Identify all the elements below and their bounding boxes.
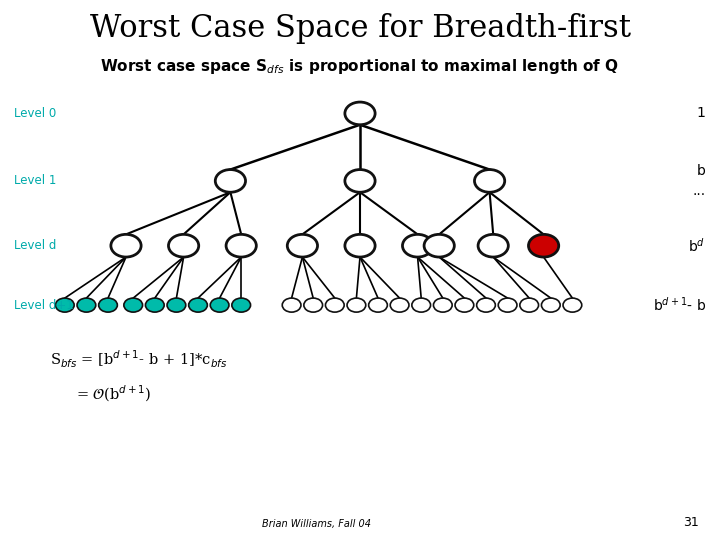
Circle shape	[145, 298, 164, 312]
Text: Level 0: Level 0	[14, 107, 57, 120]
Circle shape	[189, 298, 207, 312]
Circle shape	[77, 298, 96, 312]
Circle shape	[287, 234, 318, 257]
Circle shape	[424, 234, 454, 257]
Circle shape	[347, 298, 366, 312]
Circle shape	[402, 234, 433, 257]
Text: b$^{d+1}$- b: b$^{d+1}$- b	[652, 296, 706, 314]
Circle shape	[345, 234, 375, 257]
Circle shape	[541, 298, 560, 312]
Text: Brian Williams, Fall 04: Brian Williams, Fall 04	[262, 519, 372, 529]
Circle shape	[210, 298, 229, 312]
Text: Worst case space S$_{dfs}$ is proportional to maximal length of Q: Worst case space S$_{dfs}$ is proportion…	[100, 57, 620, 76]
Circle shape	[282, 298, 301, 312]
Circle shape	[325, 298, 344, 312]
Circle shape	[167, 298, 186, 312]
Circle shape	[474, 170, 505, 192]
Circle shape	[369, 298, 387, 312]
Circle shape	[563, 298, 582, 312]
Circle shape	[520, 298, 539, 312]
Text: b: b	[697, 164, 706, 178]
Circle shape	[528, 234, 559, 257]
Circle shape	[168, 234, 199, 257]
Circle shape	[304, 298, 323, 312]
Circle shape	[412, 298, 431, 312]
Circle shape	[232, 298, 251, 312]
Text: = $\mathcal{O}$(b$^{d+1}$): = $\mathcal{O}$(b$^{d+1}$)	[76, 383, 151, 404]
Circle shape	[226, 234, 256, 257]
Circle shape	[498, 298, 517, 312]
Circle shape	[124, 298, 143, 312]
Text: S$_{bfs}$ = [b$^{d+1}$- b + 1]*c$_{bfs}$: S$_{bfs}$ = [b$^{d+1}$- b + 1]*c$_{bfs}$	[50, 348, 228, 370]
Text: 31: 31	[683, 516, 698, 529]
Text: ...: ...	[693, 184, 706, 198]
Circle shape	[345, 102, 375, 125]
Circle shape	[345, 170, 375, 192]
Text: Level d: Level d	[14, 239, 57, 252]
Text: Worst Case Space for Breadth-first: Worst Case Space for Breadth-first	[89, 14, 631, 44]
Circle shape	[99, 298, 117, 312]
Circle shape	[478, 234, 508, 257]
Circle shape	[55, 298, 74, 312]
Circle shape	[477, 298, 495, 312]
Circle shape	[455, 298, 474, 312]
Text: Level 1: Level 1	[14, 174, 57, 187]
Circle shape	[433, 298, 452, 312]
Text: Level d+1: Level d+1	[14, 299, 74, 312]
Text: 1: 1	[697, 106, 706, 120]
Text: b$^d$: b$^d$	[688, 237, 706, 255]
Circle shape	[111, 234, 141, 257]
Circle shape	[390, 298, 409, 312]
Circle shape	[215, 170, 246, 192]
